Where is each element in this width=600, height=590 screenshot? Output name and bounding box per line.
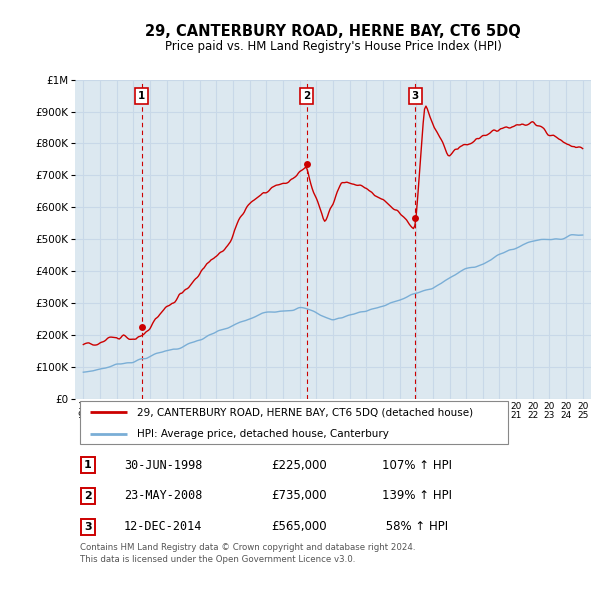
FancyBboxPatch shape bbox=[80, 401, 508, 444]
Text: 2: 2 bbox=[84, 491, 92, 501]
Text: 1: 1 bbox=[84, 460, 92, 470]
Text: 3: 3 bbox=[84, 522, 92, 532]
Text: 30-JUN-1998: 30-JUN-1998 bbox=[124, 459, 202, 472]
Text: £225,000: £225,000 bbox=[271, 459, 327, 472]
Text: 29, CANTERBURY ROAD, HERNE BAY, CT6 5DQ: 29, CANTERBURY ROAD, HERNE BAY, CT6 5DQ bbox=[145, 24, 521, 38]
Text: 107% ↑ HPI: 107% ↑ HPI bbox=[382, 459, 452, 472]
Text: 12-DEC-2014: 12-DEC-2014 bbox=[124, 520, 202, 533]
Text: £735,000: £735,000 bbox=[271, 490, 327, 503]
Text: Contains HM Land Registry data © Crown copyright and database right 2024.
This d: Contains HM Land Registry data © Crown c… bbox=[80, 543, 416, 563]
Text: 139% ↑ HPI: 139% ↑ HPI bbox=[382, 490, 452, 503]
Text: HPI: Average price, detached house, Canterbury: HPI: Average price, detached house, Cant… bbox=[137, 429, 389, 439]
Text: £565,000: £565,000 bbox=[271, 520, 327, 533]
Text: 58% ↑ HPI: 58% ↑ HPI bbox=[382, 520, 448, 533]
Text: 29, CANTERBURY ROAD, HERNE BAY, CT6 5DQ (detached house): 29, CANTERBURY ROAD, HERNE BAY, CT6 5DQ … bbox=[137, 407, 473, 417]
Text: Price paid vs. HM Land Registry's House Price Index (HPI): Price paid vs. HM Land Registry's House … bbox=[164, 40, 502, 53]
Text: 2: 2 bbox=[303, 91, 310, 101]
Text: 3: 3 bbox=[412, 91, 419, 101]
Text: 1: 1 bbox=[138, 91, 145, 101]
Text: 23-MAY-2008: 23-MAY-2008 bbox=[124, 490, 202, 503]
